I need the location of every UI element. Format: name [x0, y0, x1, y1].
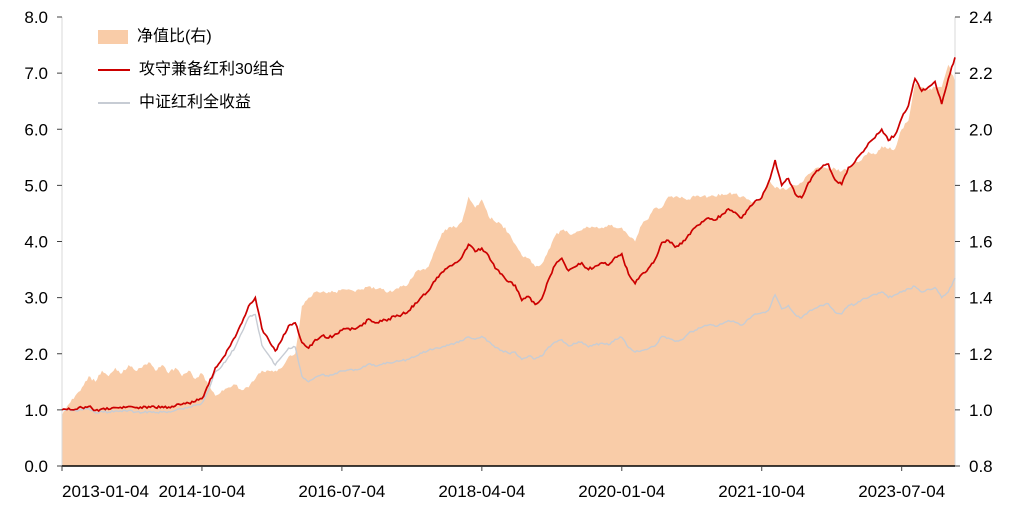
- svg-text:2018-04-04: 2018-04-04: [438, 482, 525, 501]
- svg-text:2020-01-04: 2020-01-04: [578, 482, 665, 501]
- legend-item-ratio: 净值比(右): [98, 26, 285, 48]
- gray-line-swatch-icon: [98, 102, 130, 104]
- svg-text:7.0: 7.0: [24, 64, 48, 83]
- svg-text:1.0: 1.0: [24, 401, 48, 420]
- area-swatch-icon: [98, 30, 128, 44]
- red-line-swatch-icon: [98, 69, 130, 71]
- svg-text:2016-07-04: 2016-07-04: [298, 482, 385, 501]
- legend-label-index: 中证红利全收益: [139, 94, 252, 111]
- chart-legend: 净值比(右) 攻守兼备红利30组合 中证红利全收益: [98, 26, 285, 114]
- svg-text:2014-10-04: 2014-10-04: [158, 482, 245, 501]
- svg-text:2.4: 2.4: [969, 8, 993, 27]
- svg-text:1.8: 1.8: [969, 176, 993, 195]
- svg-text:4.0: 4.0: [24, 233, 48, 252]
- svg-text:3.0: 3.0: [24, 289, 48, 308]
- svg-text:0.0: 0.0: [24, 457, 48, 476]
- svg-text:1.6: 1.6: [969, 233, 993, 252]
- legend-label-ratio: 净值比(右): [137, 28, 212, 45]
- svg-text:2013-01-04: 2013-01-04: [62, 482, 149, 501]
- svg-text:1.4: 1.4: [969, 289, 993, 308]
- legend-label-portfolio: 攻守兼备红利30组合: [139, 61, 285, 78]
- svg-text:8.0: 8.0: [24, 8, 48, 27]
- svg-text:1.0: 1.0: [969, 401, 993, 420]
- svg-text:2023-07-04: 2023-07-04: [858, 482, 945, 501]
- svg-text:1.2: 1.2: [969, 345, 993, 364]
- svg-text:2.0: 2.0: [969, 120, 993, 139]
- legend-item-index: 中证红利全收益: [98, 92, 285, 114]
- svg-text:2021-10-04: 2021-10-04: [718, 482, 805, 501]
- svg-text:2.2: 2.2: [969, 64, 993, 83]
- svg-text:6.0: 6.0: [24, 120, 48, 139]
- svg-text:5.0: 5.0: [24, 176, 48, 195]
- legend-item-portfolio: 攻守兼备红利30组合: [98, 59, 285, 81]
- svg-text:2.0: 2.0: [24, 345, 48, 364]
- svg-text:0.8: 0.8: [969, 457, 993, 476]
